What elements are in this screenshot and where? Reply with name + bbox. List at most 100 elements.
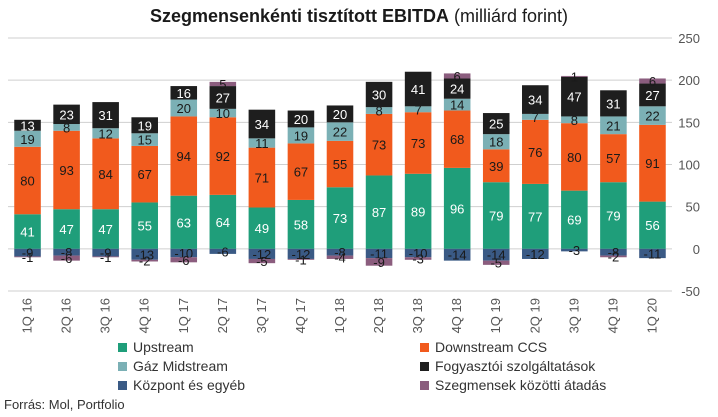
bar-segment <box>482 149 510 183</box>
x-tick-label: 2Q 17 <box>215 298 230 333</box>
data-label: 80 <box>567 150 581 165</box>
data-label: 84 <box>98 167 112 182</box>
bar-segment <box>404 112 432 174</box>
data-label: -6 <box>61 251 73 266</box>
data-label: 56 <box>645 218 659 233</box>
data-label: -1 <box>22 250 34 265</box>
data-label: 93 <box>59 163 73 178</box>
data-label: 19 <box>20 132 34 147</box>
bar-segment <box>482 134 510 150</box>
chart-title: Szegmensenkénti tisztított EBITDA (milli… <box>0 6 718 27</box>
legend-swatch <box>118 380 127 390</box>
data-label: -5 <box>256 254 268 269</box>
data-label: -5 <box>490 256 502 271</box>
bar-segment <box>53 209 80 249</box>
data-label: -14 <box>487 248 506 263</box>
bar-segment <box>600 134 627 183</box>
bar-segment <box>131 133 158 146</box>
data-label: 12 <box>98 126 112 141</box>
x-tick-label: 1Q 17 <box>176 298 191 333</box>
bar-segment <box>14 248 41 257</box>
data-label: 23 <box>59 107 73 122</box>
bar-segment <box>170 248 198 258</box>
bar-segment <box>170 99 198 117</box>
legend-item-intersegment: Szegmensek közötti átadás <box>420 377 606 393</box>
data-label: 58 <box>294 217 308 232</box>
data-label: 27 <box>216 90 230 105</box>
y-tick-label: 150 <box>678 115 700 130</box>
x-tick-label: 3Q 19 <box>566 298 581 333</box>
data-label: 7 <box>532 110 539 125</box>
bar-segment <box>404 106 432 113</box>
data-label: 76 <box>528 145 542 160</box>
bar-segment <box>600 248 627 256</box>
bar-segment <box>248 258 276 264</box>
bar-segment <box>209 108 237 118</box>
data-label: 5 <box>219 77 226 92</box>
bar-segment <box>287 127 315 144</box>
data-label: 20 <box>333 107 347 122</box>
legend-item-center-other: Központ és egyéb <box>118 377 245 393</box>
data-label: 68 <box>450 132 464 147</box>
data-label: 47 <box>98 222 112 237</box>
bar-segment <box>561 123 588 191</box>
x-tick-label: 3Q 18 <box>410 298 425 333</box>
data-label: 20 <box>177 101 191 116</box>
data-label: 15 <box>137 133 151 148</box>
data-label: 63 <box>177 215 191 230</box>
data-label: 89 <box>411 204 425 219</box>
bar-segment <box>131 259 158 262</box>
data-label: 34 <box>255 117 269 132</box>
data-label: 79 <box>606 209 620 224</box>
bar-segment <box>326 140 354 188</box>
bar-segment <box>522 248 549 259</box>
bar-segment <box>639 124 666 202</box>
bar-segment <box>561 116 588 124</box>
bar-segment <box>404 173 432 249</box>
data-label: 8 <box>63 120 70 135</box>
data-label: -6 <box>178 253 190 268</box>
legend-swatch <box>420 380 429 390</box>
legend-item-upstream: Upstream <box>118 339 194 355</box>
bar-segment <box>365 258 393 266</box>
data-label: 7 <box>415 102 422 117</box>
x-tick-label: 1Q 16 <box>20 298 35 333</box>
data-label: -12 <box>526 247 545 262</box>
data-label: -6 <box>217 244 229 259</box>
data-label: 39 <box>489 159 503 174</box>
bar-segment <box>561 248 588 252</box>
bar-segment <box>14 119 41 131</box>
data-label: 67 <box>137 167 151 182</box>
bar-segment <box>522 113 549 120</box>
bar-segment <box>53 130 80 210</box>
data-label: 55 <box>333 157 347 172</box>
bar-segment <box>248 248 276 259</box>
data-label: 31 <box>98 108 112 123</box>
data-label: -1 <box>295 252 307 267</box>
legend-swatch <box>118 361 127 371</box>
data-label: 77 <box>528 209 542 224</box>
data-label: 18 <box>489 135 503 150</box>
data-label: 94 <box>177 149 191 164</box>
data-label: -9 <box>22 246 34 261</box>
data-label: 27 <box>645 88 659 103</box>
bar-segment <box>443 110 471 168</box>
x-tick-label: 4Q 18 <box>449 298 464 333</box>
x-tick-label: 3Q 16 <box>98 298 113 333</box>
data-label: 64 <box>216 215 230 230</box>
y-tick-label: 0 <box>693 242 700 257</box>
bar-segment <box>561 190 588 249</box>
data-label: 47 <box>567 90 581 105</box>
x-tick-label: 3Q 17 <box>254 298 269 333</box>
legend-swatch <box>118 342 127 352</box>
bar-segment <box>365 248 393 259</box>
data-label: 8 <box>375 104 382 119</box>
x-tick-label: 2Q 19 <box>527 298 542 333</box>
bar-segment <box>92 248 119 257</box>
y-tick-label: 200 <box>678 73 700 88</box>
data-label: 19 <box>294 128 308 143</box>
bar-segment <box>365 113 393 176</box>
data-label: 30 <box>372 88 386 103</box>
bar-segment <box>600 255 627 258</box>
bar-segment <box>92 128 119 139</box>
